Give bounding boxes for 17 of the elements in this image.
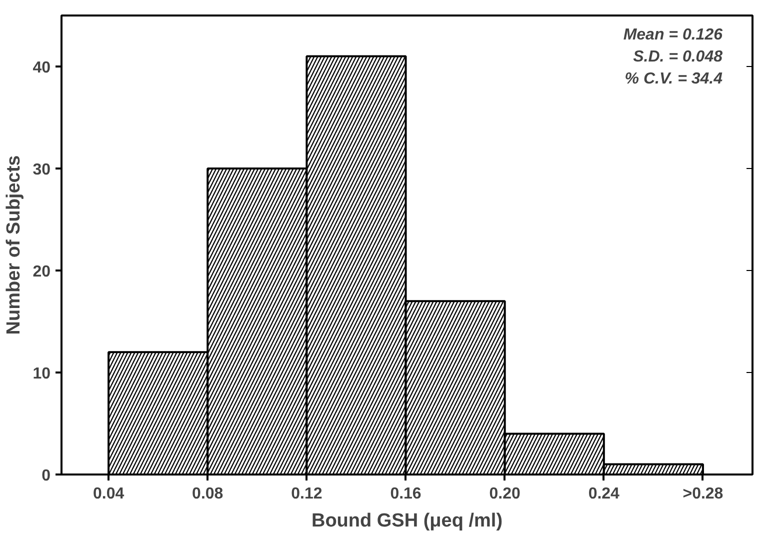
x-tick-label: 0.08 — [192, 486, 224, 502]
y-tick-label: 40 — [32, 60, 51, 76]
annotation: Mean = 0.126 — [623, 26, 723, 44]
y-tick-label: 10 — [32, 366, 51, 382]
y-tick-label: 20 — [32, 264, 51, 280]
annotation: % C.V. = 34.4 — [624, 70, 723, 88]
y-tick-label: 0 — [42, 468, 51, 484]
x-axis-title: Bound GSH (μeq /ml) — [311, 510, 503, 532]
x-tick-label: 0.16 — [390, 486, 422, 502]
x-tick-label: 0.04 — [92, 486, 124, 502]
x-tick-label: 0.12 — [291, 486, 322, 502]
x-tick-label: >0.28 — [682, 486, 724, 502]
x-tick-label: 0.24 — [588, 486, 620, 502]
x-tick-label: 0.20 — [489, 486, 520, 502]
annotation: S.D. = 0.048 — [633, 48, 723, 66]
y-tick-label: 30 — [32, 162, 51, 178]
y-axis-title: Number of Subjects — [4, 155, 25, 335]
